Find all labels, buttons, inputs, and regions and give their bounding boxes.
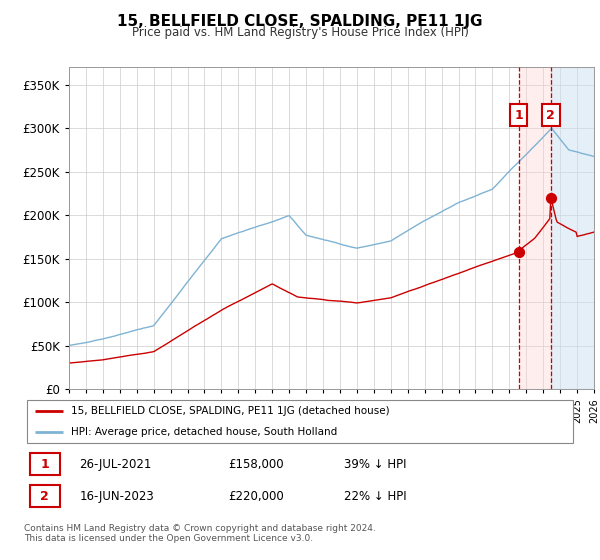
Text: 39% ↓ HPI: 39% ↓ HPI — [344, 458, 407, 470]
Bar — [518, 67, 551, 389]
Text: 15, BELLFIELD CLOSE, SPALDING, PE11 1JG: 15, BELLFIELD CLOSE, SPALDING, PE11 1JG — [117, 14, 483, 29]
Bar — [551, 67, 594, 389]
Text: 15, BELLFIELD CLOSE, SPALDING, PE11 1JG (detached house): 15, BELLFIELD CLOSE, SPALDING, PE11 1JG … — [71, 406, 389, 416]
Text: 2: 2 — [40, 490, 49, 503]
Point — [546, 193, 556, 202]
Text: 16-JUN-2023: 16-JUN-2023 — [79, 490, 154, 503]
Text: Contains HM Land Registry data © Crown copyright and database right 2024.
This d: Contains HM Land Registry data © Crown c… — [24, 524, 376, 543]
FancyBboxPatch shape — [29, 453, 60, 475]
Text: £158,000: £158,000 — [228, 458, 284, 470]
FancyBboxPatch shape — [27, 399, 573, 444]
Text: Price paid vs. HM Land Registry's House Price Index (HPI): Price paid vs. HM Land Registry's House … — [131, 26, 469, 39]
FancyBboxPatch shape — [29, 486, 60, 507]
Text: 26-JUL-2021: 26-JUL-2021 — [79, 458, 152, 470]
Text: HPI: Average price, detached house, South Holland: HPI: Average price, detached house, Sout… — [71, 427, 337, 437]
Text: 2: 2 — [547, 109, 555, 122]
Text: 22% ↓ HPI: 22% ↓ HPI — [344, 490, 407, 503]
Point — [514, 247, 523, 256]
Text: £220,000: £220,000 — [228, 490, 284, 503]
Text: 1: 1 — [514, 109, 523, 122]
Text: 1: 1 — [40, 458, 49, 470]
